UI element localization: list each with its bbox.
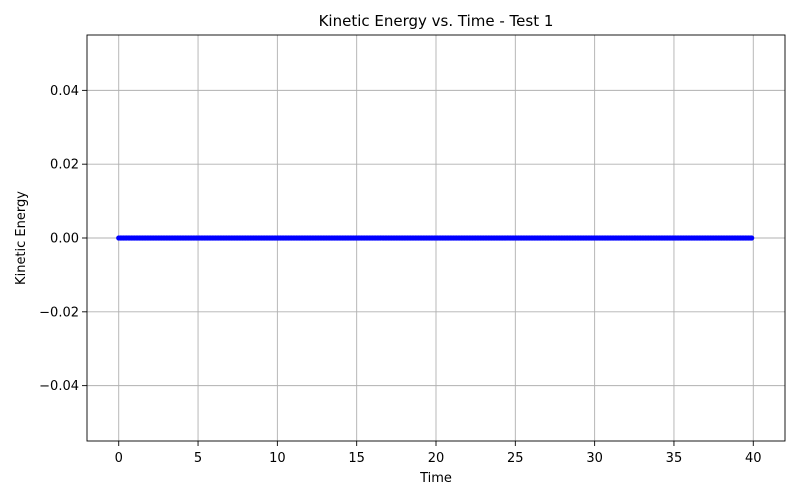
y-tick-label: −0.04: [39, 379, 79, 394]
axis-ticks: 0 5 10 15 20 25 30 35 40 −0.04 −0.02 0.00 0.02 0.04: [39, 84, 761, 466]
chart-title: Kinetic Energy vs. Time - Test 1: [319, 12, 554, 30]
x-tick-label: 25: [507, 451, 524, 466]
x-tick-label: 10: [269, 451, 286, 466]
x-tick-label: 20: [428, 451, 445, 466]
x-tick-label: 40: [745, 451, 762, 466]
y-tick-label: 0.00: [50, 232, 79, 247]
data-point: [749, 235, 755, 241]
y-axis-label: Kinetic Energy: [14, 191, 29, 285]
y-tick-label: 0.02: [50, 158, 79, 173]
y-tick-label: −0.02: [39, 305, 79, 320]
x-tick-label: 35: [666, 451, 683, 466]
x-tick-label: 5: [194, 451, 202, 466]
x-axis-label: Time: [419, 471, 452, 486]
data-series: [116, 235, 755, 241]
x-tick-label: 30: [586, 451, 603, 466]
x-tick-label: 0: [115, 451, 123, 466]
y-tick-label: 0.04: [50, 84, 79, 99]
x-tick-label: 15: [348, 451, 365, 466]
